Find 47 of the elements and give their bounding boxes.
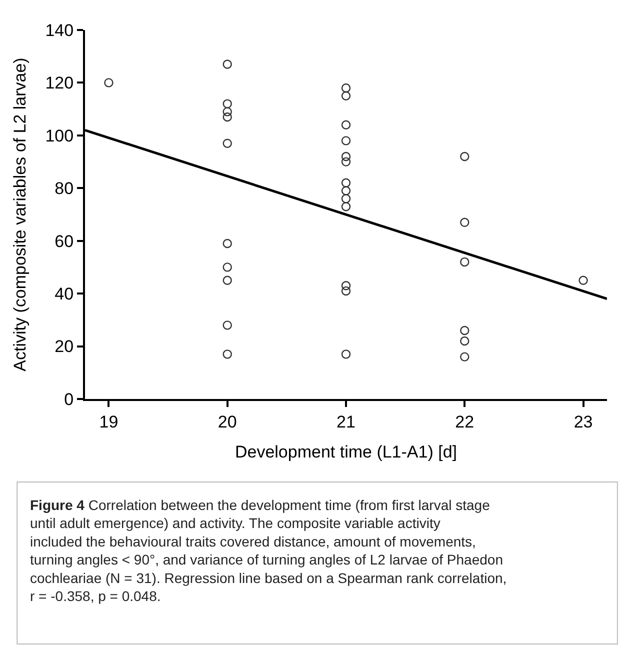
point bbox=[222, 320, 232, 330]
y-tick-label: 100 bbox=[45, 126, 74, 146]
point bbox=[222, 138, 232, 148]
x-tick-label: 22 bbox=[455, 412, 474, 432]
y-tick-label: 40 bbox=[54, 284, 74, 304]
point bbox=[341, 152, 351, 162]
point bbox=[341, 120, 351, 130]
y-tick-label: 0 bbox=[64, 390, 74, 409]
point bbox=[341, 194, 351, 204]
point bbox=[341, 350, 351, 359]
point bbox=[341, 91, 351, 100]
point bbox=[460, 336, 470, 346]
point bbox=[222, 60, 232, 69]
point bbox=[222, 107, 232, 116]
point bbox=[460, 218, 470, 228]
point bbox=[460, 257, 470, 267]
point bbox=[578, 276, 588, 285]
y-tick-label: 140 bbox=[45, 20, 74, 40]
point bbox=[341, 178, 351, 188]
point bbox=[341, 157, 351, 166]
point bbox=[341, 286, 351, 296]
x-tick-label: 21 bbox=[336, 412, 356, 432]
point bbox=[341, 83, 351, 93]
point bbox=[222, 99, 232, 108]
caption: Figure 4 bbox=[30, 497, 85, 513]
y-tick-label: 60 bbox=[54, 232, 74, 251]
point bbox=[104, 78, 114, 88]
y-tick-label: 20 bbox=[54, 337, 74, 356]
x-axis-title: Development time (L1-A1) [d] bbox=[234, 442, 458, 462]
point bbox=[341, 186, 351, 196]
x-tick-label: 19 bbox=[99, 412, 118, 432]
y-tick-label: 120 bbox=[45, 74, 74, 93]
point bbox=[460, 152, 470, 162]
point bbox=[222, 238, 232, 248]
point bbox=[222, 276, 232, 285]
point bbox=[222, 262, 232, 272]
point bbox=[341, 202, 351, 212]
point bbox=[460, 352, 470, 362]
point bbox=[341, 281, 351, 290]
point bbox=[460, 326, 470, 336]
point bbox=[222, 350, 232, 359]
x-tick-label: 23 bbox=[574, 412, 593, 432]
point bbox=[222, 112, 232, 122]
point bbox=[341, 136, 351, 146]
y-axis-title: Activity (composite variables of L2 larvae) bbox=[10, 58, 30, 372]
x-tick-label: 20 bbox=[218, 412, 237, 432]
y-tick-label: 80 bbox=[54, 179, 74, 198]
